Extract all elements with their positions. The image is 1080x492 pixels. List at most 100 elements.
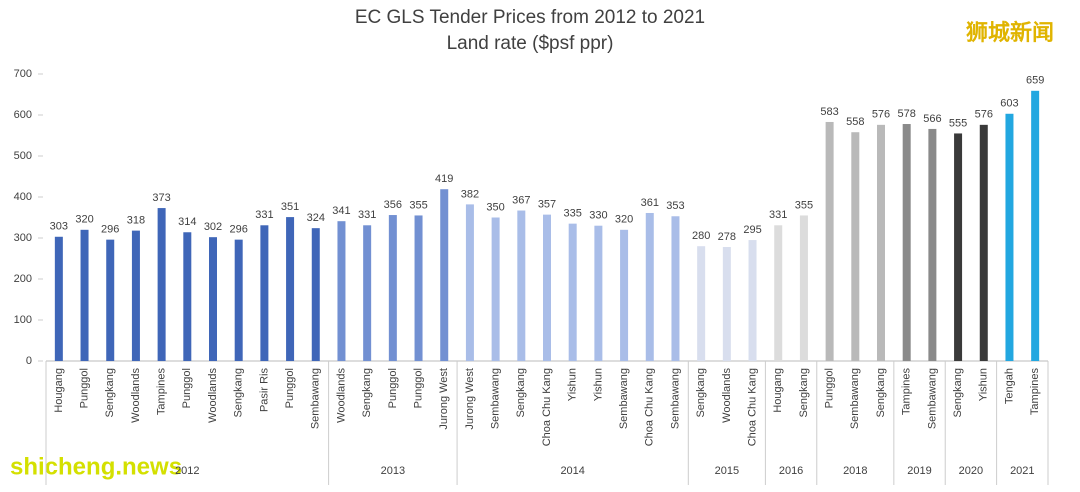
group-label: 2014 bbox=[560, 465, 584, 477]
x-tick-label: Sembawang bbox=[310, 368, 322, 429]
value-label: 355 bbox=[795, 199, 813, 211]
x-tick-label: Punggol bbox=[284, 368, 296, 408]
value-label: 331 bbox=[255, 209, 273, 221]
value-label: 320 bbox=[615, 214, 633, 226]
bar bbox=[697, 246, 706, 361]
group-label: 2015 bbox=[715, 465, 739, 477]
bar bbox=[902, 124, 911, 362]
bar bbox=[543, 214, 551, 361]
group-label: 2019 bbox=[907, 465, 931, 477]
x-tick-label: Woodlands bbox=[721, 368, 733, 423]
y-tick-label: 500 bbox=[14, 150, 32, 162]
x-tick-label: Yishun bbox=[592, 368, 604, 401]
value-label: 578 bbox=[898, 108, 916, 120]
x-tick-label: Hougang bbox=[772, 368, 784, 413]
value-label: 335 bbox=[564, 208, 582, 220]
bar bbox=[183, 232, 192, 361]
value-label: 419 bbox=[435, 173, 453, 185]
bar bbox=[645, 212, 654, 361]
x-tick-label: Jurong West bbox=[464, 368, 476, 430]
group-label: 2013 bbox=[381, 465, 405, 477]
x-tick-label: Pasir Ris bbox=[258, 368, 270, 413]
group-label: 2016 bbox=[779, 465, 803, 477]
value-label: 303 bbox=[50, 221, 68, 233]
value-label: 341 bbox=[332, 205, 350, 217]
group-label: 2021 bbox=[1010, 465, 1034, 477]
group-label: 2018 bbox=[843, 465, 867, 477]
x-tick-label: Punggol bbox=[387, 368, 399, 408]
x-tick-label: Punggol bbox=[412, 368, 424, 408]
bar bbox=[799, 215, 808, 361]
x-tick-label: Tampines bbox=[901, 368, 913, 416]
x-tick-label: Tampines bbox=[1029, 368, 1041, 416]
value-label: 367 bbox=[512, 194, 530, 206]
bar bbox=[671, 216, 680, 361]
value-label: 296 bbox=[101, 224, 119, 236]
value-label: 320 bbox=[75, 214, 93, 226]
x-tick-label: Sengkang bbox=[695, 368, 707, 418]
x-tick-label: Tampines bbox=[156, 368, 168, 416]
value-label: 382 bbox=[461, 188, 479, 200]
value-label: 331 bbox=[769, 209, 787, 221]
value-label: 583 bbox=[820, 106, 838, 118]
value-label: 566 bbox=[923, 113, 941, 125]
x-tick-label: Choa Chu Kang bbox=[541, 368, 553, 446]
bar bbox=[491, 217, 500, 361]
value-label: 353 bbox=[666, 200, 684, 212]
watermark: 狮城新闻 bbox=[966, 20, 1054, 45]
x-tick-label: Tengah bbox=[1003, 368, 1015, 404]
y-tick-label: 600 bbox=[14, 109, 32, 121]
bar bbox=[620, 229, 629, 361]
x-tick-label: Yishun bbox=[978, 368, 990, 401]
value-label: 355 bbox=[409, 199, 427, 211]
value-label: 555 bbox=[949, 117, 967, 129]
bar bbox=[954, 133, 963, 361]
bar bbox=[825, 121, 834, 361]
value-label: 350 bbox=[486, 201, 504, 213]
x-tick-label: Sembawang bbox=[926, 368, 938, 429]
x-tick-label: Sengkang bbox=[952, 368, 964, 418]
value-label: 324 bbox=[307, 212, 325, 224]
group-label: 2012 bbox=[175, 465, 199, 477]
value-label: 280 bbox=[692, 230, 710, 242]
y-tick-label: 200 bbox=[14, 273, 32, 285]
bar bbox=[979, 124, 988, 361]
x-tick-label: Sembawang bbox=[669, 368, 681, 429]
bar bbox=[440, 189, 449, 361]
value-label: 603 bbox=[1000, 98, 1018, 110]
x-tick-label: Choa Chu Kang bbox=[644, 368, 656, 446]
bar bbox=[517, 210, 526, 361]
value-label: 330 bbox=[589, 210, 607, 222]
y-tick-label: 100 bbox=[14, 314, 32, 326]
bar bbox=[388, 215, 397, 361]
x-tick-label: Jurong West bbox=[438, 368, 450, 430]
watermark: shicheng.news bbox=[10, 453, 182, 480]
value-label: 278 bbox=[718, 231, 736, 243]
x-tick-label: Woodlands bbox=[207, 368, 219, 423]
y-tick-label: 700 bbox=[14, 68, 32, 80]
bar bbox=[568, 223, 577, 361]
bar bbox=[1005, 113, 1014, 362]
x-tick-label: Sembawang bbox=[849, 368, 861, 429]
y-tick-label: 400 bbox=[14, 191, 32, 203]
x-tick-label: Punggol bbox=[824, 368, 836, 408]
bar bbox=[80, 229, 89, 361]
x-tick-label: Punggol bbox=[181, 368, 193, 408]
x-tick-label: Sengkang bbox=[798, 368, 810, 418]
value-label: 576 bbox=[872, 109, 890, 121]
bar bbox=[157, 208, 166, 361]
bar bbox=[337, 221, 346, 361]
value-label: 318 bbox=[127, 215, 145, 227]
bar bbox=[748, 240, 757, 361]
value-label: 558 bbox=[846, 116, 864, 128]
x-tick-label: Punggol bbox=[78, 368, 90, 408]
value-label: 576 bbox=[975, 109, 993, 121]
bar bbox=[465, 204, 474, 361]
bar bbox=[286, 217, 295, 361]
y-tick-label: 300 bbox=[14, 232, 32, 244]
bar bbox=[414, 215, 423, 361]
value-label: 357 bbox=[538, 199, 556, 211]
value-label: 296 bbox=[230, 224, 248, 236]
x-tick-label: Yishun bbox=[567, 368, 579, 401]
bar bbox=[363, 225, 372, 361]
